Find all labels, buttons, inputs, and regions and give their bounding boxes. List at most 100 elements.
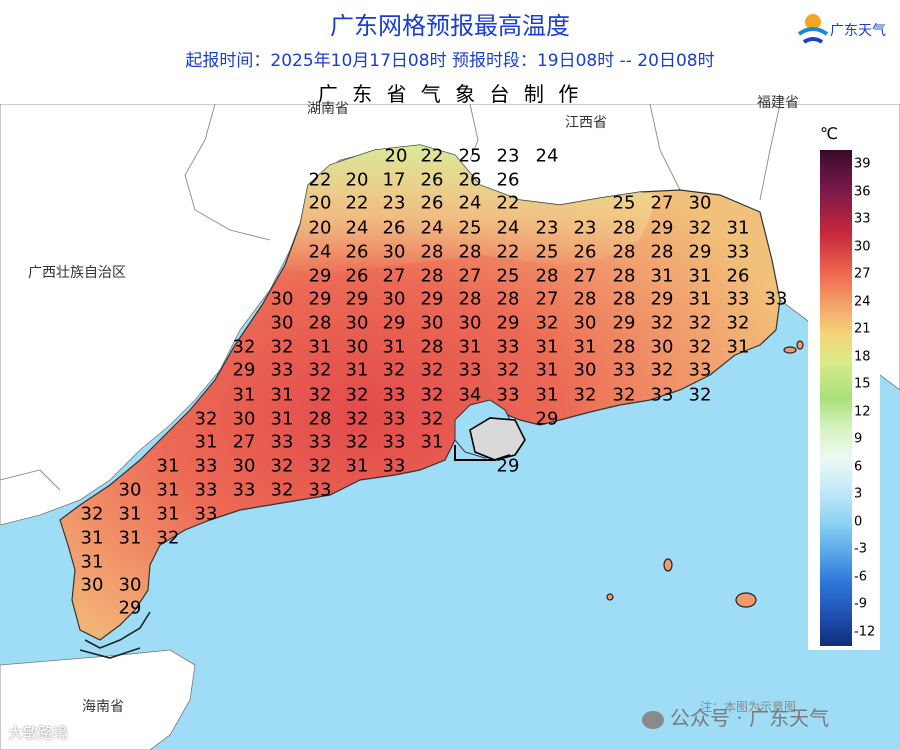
temperature-value: 31	[688, 265, 712, 287]
temperature-value: 34	[458, 384, 482, 406]
temperature-value: 32	[156, 527, 180, 549]
temperature-value: 26	[382, 217, 406, 239]
legend-tick-label: 9	[854, 431, 863, 447]
temperature-value: 29	[232, 359, 256, 381]
temperature-value: 33	[726, 241, 750, 263]
temperature-value: 31	[118, 527, 142, 549]
map-title: 广东网格预报最高温度	[330, 12, 570, 40]
temperature-value: 30	[232, 455, 256, 477]
temperature-value: 26	[345, 241, 369, 263]
temperature-value: 32	[80, 503, 104, 525]
temperature-value: 30	[118, 479, 142, 501]
temperature-value: 32	[270, 336, 294, 358]
temperature-value: 31	[345, 359, 369, 381]
legend-tick-label: 6	[854, 459, 863, 475]
temperature-value: 28	[308, 408, 332, 430]
color-legend: ℃ 39 36 33 30 27 24 21 18 15 12 9 6 3 0 -3 -6 -9 -12	[808, 124, 880, 650]
legend-tick-label: 21	[854, 321, 871, 337]
temperature-value: 31	[726, 336, 750, 358]
legend-tick-label: 36	[854, 184, 871, 200]
temperature-value: 33	[382, 384, 406, 406]
maker-credit: 广 东 省 气 象 台 制 作	[317, 82, 583, 106]
legend-tick-label: 27	[854, 266, 871, 282]
temperature-value: 31	[232, 384, 256, 406]
temperature-value: 32	[308, 455, 332, 477]
temperature-value: 30	[270, 312, 294, 334]
temperature-value: 31	[194, 431, 218, 453]
logo: 广东天气	[796, 10, 896, 50]
temperature-value: 31	[80, 551, 104, 573]
wechat-icon	[642, 710, 664, 729]
temperature-value: 29	[650, 288, 674, 310]
legend-tick-label: 15	[854, 376, 871, 392]
header-panel: 广东网格预报最高温度 起报时间：2025年10月17日08时 预报时段：19日0…	[0, 0, 900, 106]
temperature-value: 20	[308, 217, 332, 239]
temperature-value: 30	[420, 312, 444, 334]
temperature-value: 31	[270, 384, 294, 406]
legend-tick-label: 12	[854, 404, 871, 420]
temperature-value: 24	[458, 192, 482, 214]
temperature-value: 23	[573, 217, 597, 239]
temperature-value: 31	[270, 408, 294, 430]
temperature-value: 33	[308, 479, 332, 501]
temperature-value: 24	[345, 217, 369, 239]
temperature-value: 31	[650, 265, 674, 287]
temperature-value: 20	[308, 192, 332, 214]
legend-tick-label: -12	[854, 624, 876, 640]
temperature-value: 28	[573, 288, 597, 310]
temperature-value: 29	[420, 288, 444, 310]
temperature-value: 30	[458, 312, 482, 334]
temperature-value: 20	[345, 169, 369, 191]
temperature-value: 31	[345, 455, 369, 477]
temperature-value: 30	[80, 574, 104, 596]
temperature-value: 32	[308, 384, 332, 406]
temperature-value: 26	[420, 192, 444, 214]
temperature-value: 29	[308, 288, 332, 310]
temperature-value: 32	[535, 312, 559, 334]
temperature-value: 26	[573, 241, 597, 263]
temperature-value: 33	[650, 384, 674, 406]
legend-unit: ℃	[820, 124, 838, 143]
temperature-value: 32	[573, 384, 597, 406]
temperature-value: 22	[345, 192, 369, 214]
temperature-value: 30	[382, 241, 406, 263]
temperature-value: 31	[156, 479, 180, 501]
temperature-value: 31	[156, 455, 180, 477]
temperature-value: 32	[308, 359, 332, 381]
temperature-value: 22	[496, 241, 520, 263]
temperature-value: 29	[535, 408, 559, 430]
temperature-value: 32	[420, 408, 444, 430]
temperature-value: 29	[496, 455, 520, 477]
legend-tick-label: 3	[854, 486, 863, 502]
temperature-value: 25	[458, 217, 482, 239]
guangdong-province	[59, 144, 781, 641]
temperature-value: 28	[420, 265, 444, 287]
temperature-value: 29	[118, 597, 142, 619]
temperature-value: 28	[612, 288, 636, 310]
leizhou-coast	[79, 611, 151, 659]
temperature-value: 30	[270, 288, 294, 310]
temperature-value: 20	[384, 145, 408, 167]
watermark: 公众号 · 广东天气	[642, 702, 829, 731]
province-boundaries	[0, 103, 781, 491]
watermark-secondary: 大敏路境	[8, 724, 69, 742]
temperature-value: 30	[650, 336, 674, 358]
temperature-value: 26	[420, 169, 444, 191]
temperature-value: 32	[270, 455, 294, 477]
temperature-value: 32	[345, 408, 369, 430]
temperature-value: 27	[458, 265, 482, 287]
temperature-value: 33	[270, 359, 294, 381]
temperature-value: 28	[612, 217, 636, 239]
temperature-value: 32	[232, 336, 256, 358]
temperature-value: 30	[382, 288, 406, 310]
temperature-value: 31	[308, 336, 332, 358]
temperature-value: 26	[458, 169, 482, 191]
temperature-value: 33	[194, 479, 218, 501]
temperature-value: 32	[612, 384, 636, 406]
northern-cool-zone	[285, 145, 660, 275]
temperature-value: 31	[726, 217, 750, 239]
temperature-value: 31	[118, 503, 142, 525]
temperature-value: 23	[496, 145, 520, 167]
legend-tick-label: -6	[854, 569, 867, 585]
temperature-value: 30	[688, 192, 712, 214]
